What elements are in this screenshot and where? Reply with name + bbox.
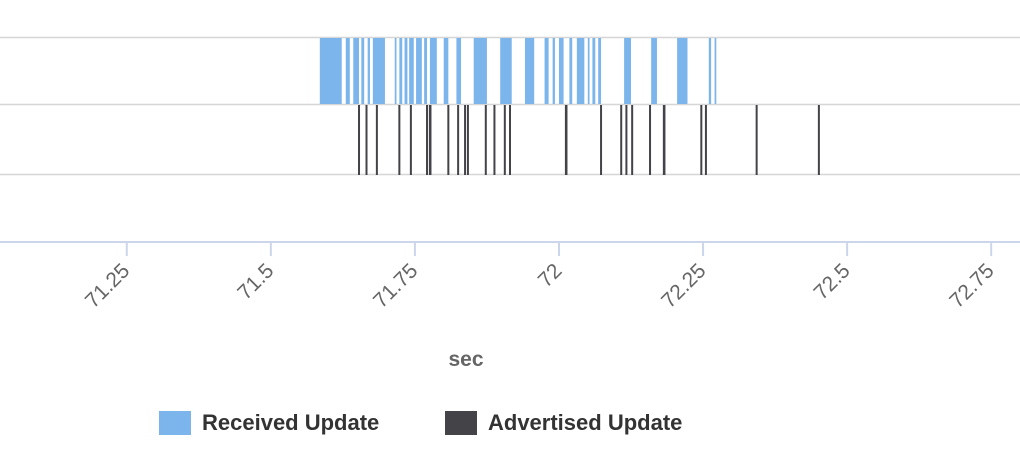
legend: Received Update Advertised Update xyxy=(0,406,1020,440)
received-update-bar[interactable] xyxy=(429,38,437,104)
legend-item-advertised-update[interactable]: Advertised Update xyxy=(445,406,682,440)
received-update-bar[interactable] xyxy=(367,38,370,104)
received-update-series xyxy=(319,38,717,104)
x-tick-label: 72.5 xyxy=(809,259,854,304)
x-tick-label: 72.75 xyxy=(945,259,998,312)
received-update-bar[interactable] xyxy=(714,38,717,104)
x-axis: 71.25 71.5 71.75 72 72.25 72.5 72.75 xyxy=(0,241,1020,313)
received-update-bar[interactable] xyxy=(345,38,350,104)
received-update-bar[interactable] xyxy=(372,38,385,104)
received-update-bar[interactable] xyxy=(569,38,573,104)
received-update-bar[interactable] xyxy=(598,38,602,104)
received-update-bar[interactable] xyxy=(677,38,688,104)
received-update-bar[interactable] xyxy=(624,38,632,104)
received-update-bar[interactable] xyxy=(361,38,365,104)
x-tick-label: 71.25 xyxy=(81,259,134,312)
received-update-bar[interactable] xyxy=(416,38,422,104)
received-update-bar[interactable] xyxy=(404,38,408,104)
received-update-bar[interactable] xyxy=(500,38,512,104)
received-update-bar[interactable] xyxy=(651,38,657,104)
advertised-update-series xyxy=(358,105,820,175)
legend-item-received-update[interactable]: Received Update xyxy=(159,406,379,440)
received-update-bar[interactable] xyxy=(394,38,397,104)
received-update-bar[interactable] xyxy=(424,38,428,104)
legend-label-advertised-update: Advertised Update xyxy=(488,410,683,435)
received-update-bar[interactable] xyxy=(443,38,449,104)
received-update-bar[interactable] xyxy=(473,38,487,104)
x-tick-label: 72.25 xyxy=(657,259,710,312)
received-update-bar[interactable] xyxy=(708,38,712,104)
received-update-bar[interactable] xyxy=(544,38,549,104)
x-tick-label: 72 xyxy=(534,259,567,292)
received-update-bar[interactable] xyxy=(524,38,535,104)
received-update-bar[interactable] xyxy=(353,38,360,104)
x-axis-title: sec xyxy=(448,348,483,371)
received-update-bar[interactable] xyxy=(399,38,403,104)
received-update-bar[interactable] xyxy=(319,38,342,104)
received-update-bar[interactable] xyxy=(456,38,462,104)
received-update-bar[interactable] xyxy=(552,38,555,104)
received-update-bar[interactable] xyxy=(409,38,414,104)
received-update-bar[interactable] xyxy=(558,38,564,104)
legend-label-received-update: Received Update xyxy=(202,410,380,435)
chart: 71.25 71.5 71.75 72 72.25 72.5 72.75 sec xyxy=(0,36,1020,371)
legend-swatch-advertised-update xyxy=(445,411,477,435)
x-tick-label: 71.5 xyxy=(233,259,278,304)
received-update-bar[interactable] xyxy=(576,38,585,104)
received-update-bar[interactable] xyxy=(587,38,590,104)
received-update-bar[interactable] xyxy=(592,38,596,104)
legend-swatch-received-update xyxy=(159,411,191,435)
x-tick-label: 71.75 xyxy=(369,259,422,312)
